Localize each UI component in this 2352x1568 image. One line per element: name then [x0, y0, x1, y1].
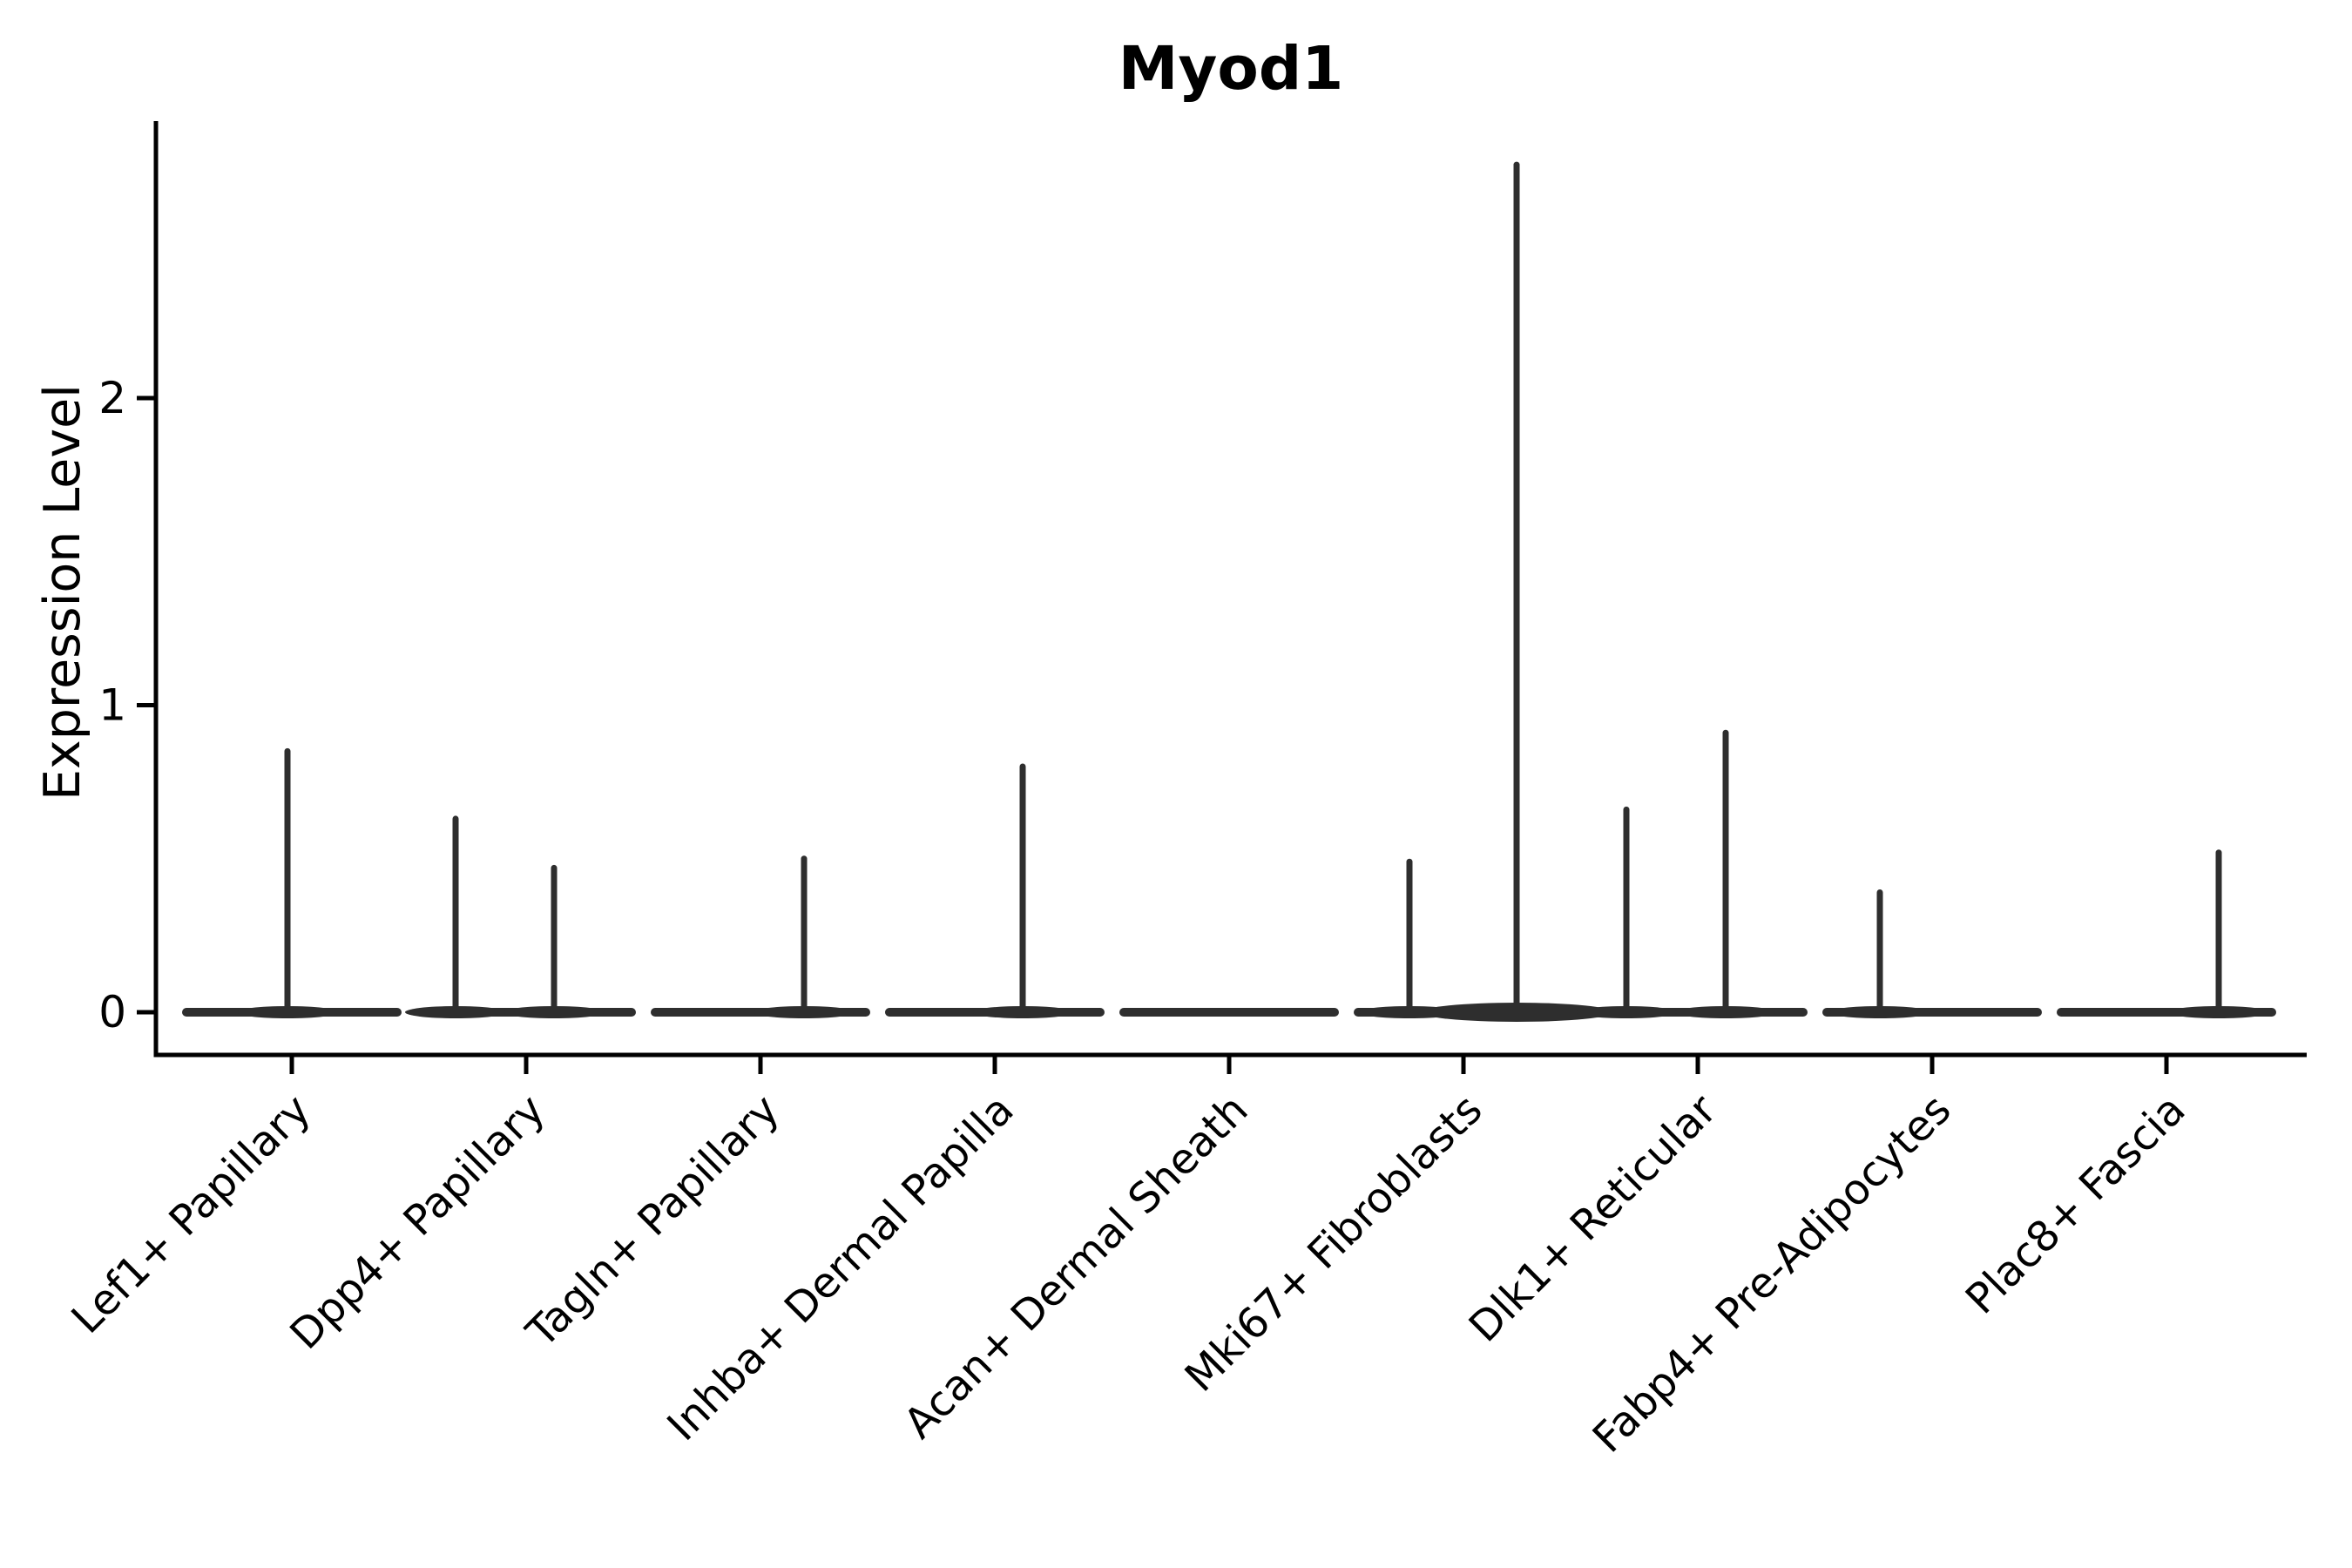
- x-tick-label: Plac8+ Fascia: [1957, 1085, 2195, 1324]
- violin: [405, 815, 636, 1018]
- y-tick-label: 0: [98, 987, 126, 1037]
- violin: [1822, 889, 2042, 1018]
- y-axis-label: Expression Level: [34, 384, 91, 801]
- y-tick-label: 2: [98, 373, 126, 423]
- x-tick-label: Dpp4+ Papillary: [280, 1085, 554, 1359]
- chart-title: Myod1: [1118, 34, 1344, 104]
- violin: [1354, 161, 1612, 1022]
- x-tick-label: Lef1+ Papillary: [63, 1085, 321, 1343]
- x-tick-label: Tagln+ Papillary: [517, 1085, 788, 1357]
- violin: [885, 763, 1105, 1018]
- x-tick-label: Dlk1+ Reticular: [1460, 1085, 1727, 1352]
- violin: [2057, 849, 2276, 1018]
- violin: [182, 747, 402, 1018]
- y-tick-label: 1: [98, 680, 126, 731]
- violin: [1576, 729, 1808, 1018]
- violin: [651, 855, 870, 1018]
